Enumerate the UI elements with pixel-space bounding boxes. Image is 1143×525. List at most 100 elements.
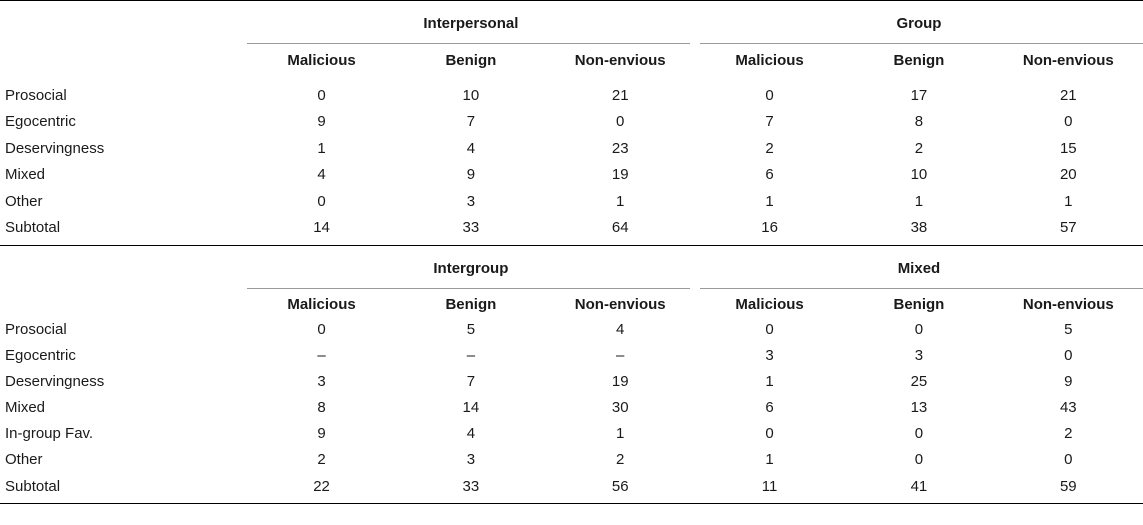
row-label: Subtotal [5, 477, 61, 495]
row-label-spacer [0, 289, 247, 321]
table-cell: 0 [914, 425, 924, 443]
table-cell: 1 [616, 192, 625, 210]
non-envious-header: Non-envious [574, 51, 666, 69]
table-cell: 1 [616, 425, 625, 443]
table-cell: 10 [910, 166, 928, 183]
row-label-spacer [0, 246, 247, 289]
table-cell: 1 [1064, 192, 1073, 210]
table-cell: 2 [616, 451, 625, 469]
table-cell: 0 [765, 320, 774, 338]
table-cell: – [317, 346, 326, 364]
table-cell: 0 [1064, 451, 1073, 469]
row-label: In-group Fav. [5, 425, 94, 443]
benign-header: Benign [893, 51, 945, 69]
table-cell: 56 [611, 477, 629, 495]
table-cell: 21 [611, 86, 629, 104]
row-label: Egocentric [5, 346, 76, 364]
table-cell: 13 [910, 399, 928, 417]
row-label: Other [5, 192, 43, 210]
table-cell: 1 [914, 192, 924, 210]
envy-motive-table: Interpersonal Group Malicious Benign Non-env… [0, 0, 1143, 504]
row-label-spacer [0, 1, 247, 44]
table-cell: 7 [466, 372, 476, 390]
table-cell: 1 [317, 139, 326, 157]
row-label: Subtotal [5, 219, 61, 236]
table-cell: 4 [317, 166, 326, 183]
table-cell: 22 [313, 477, 330, 495]
table-cell: 14 [313, 219, 330, 236]
table-cell: 0 [1064, 346, 1073, 364]
table-cell: 3 [317, 372, 326, 390]
table-cell: 0 [765, 86, 774, 104]
table-cell: 21 [1059, 86, 1077, 104]
table-cell: 2 [914, 139, 924, 157]
table-cell: 2 [765, 139, 774, 157]
group-header-right: Group [695, 1, 1143, 44]
table-cell: 33 [462, 219, 480, 236]
malicious-header: Malicious [287, 296, 356, 313]
table-cell: 0 [317, 192, 326, 210]
table-cell: 9 [466, 166, 476, 183]
table-cell: 43 [1059, 399, 1077, 417]
spacer [0, 77, 1143, 87]
table-cell: 3 [466, 192, 476, 210]
table-cell: 5 [1064, 320, 1073, 338]
malicious-header: Malicious [735, 296, 804, 313]
table-cell: 0 [765, 425, 774, 443]
table-cell: 3 [466, 451, 476, 469]
benign-header: Benign [445, 296, 497, 313]
table-cell: 4 [466, 139, 476, 157]
group-header-left: Intergroup [246, 246, 695, 289]
benign-header: Benign [445, 51, 497, 69]
table-cell: 1 [765, 192, 774, 210]
table-cell: 7 [466, 113, 476, 130]
row-label: Mixed [5, 166, 46, 183]
table-cell: 6 [765, 399, 774, 417]
table-cell: 10 [462, 86, 480, 104]
group-header-right: Mixed [695, 246, 1143, 289]
table-cell: 19 [611, 166, 629, 183]
table-cell: 38 [910, 219, 928, 236]
table-cell: 7 [765, 113, 774, 130]
table-cell: 11 [761, 477, 778, 495]
table-cell: – [466, 346, 476, 364]
table-cell: 9 [317, 113, 326, 130]
table-cell: 4 [466, 425, 476, 443]
table-cell: 64 [611, 219, 629, 236]
table-cell: 17 [910, 86, 928, 104]
table-cell: 3 [914, 346, 924, 364]
table-cell: 30 [611, 399, 629, 417]
table-cell: 59 [1059, 477, 1077, 495]
table-cell: 0 [914, 320, 924, 338]
table-cell: 5 [466, 320, 476, 338]
table-cell: 9 [317, 425, 326, 443]
table-cell: 0 [317, 86, 326, 104]
non-envious-header: Non-envious [574, 296, 666, 313]
table-cell: 0 [317, 320, 326, 338]
table-cell: 25 [910, 372, 928, 390]
non-envious-header: Non-envious [1022, 296, 1114, 313]
table-cell: 57 [1059, 219, 1077, 236]
table-cell: 2 [1064, 425, 1073, 443]
table-cell: 2 [317, 451, 326, 469]
row-label: Deservingness [5, 139, 105, 157]
table-cell: 19 [611, 372, 629, 390]
table-cell: 33 [462, 477, 480, 495]
table-cell: 8 [914, 113, 924, 130]
table-cell: – [616, 346, 625, 364]
table-cell: 3 [765, 346, 774, 364]
row-label: Prosocial [5, 320, 67, 338]
table-cell: 1 [765, 372, 774, 390]
row-label: Mixed [5, 399, 46, 417]
row-label: Egocentric [5, 113, 76, 130]
table-cell: 20 [1059, 166, 1077, 183]
row-label: Other [5, 451, 43, 469]
row-label-spacer [0, 44, 247, 77]
table-cell: 6 [765, 166, 774, 183]
table-cell: 8 [317, 399, 326, 417]
table-cell: 1 [765, 451, 774, 469]
row-label: Deservingness [5, 372, 105, 390]
table-cell: 0 [914, 451, 924, 469]
table-cell: 15 [1059, 139, 1077, 157]
row-label: Prosocial [5, 86, 67, 104]
